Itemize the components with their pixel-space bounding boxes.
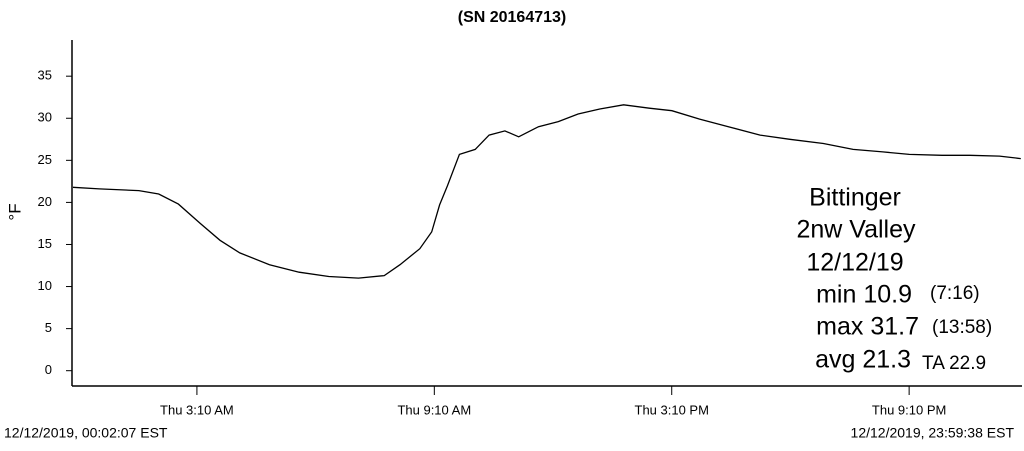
annotation-text: min 10.9 xyxy=(816,281,912,309)
annotation: Bittinger 2nw Valley 12/12/19 min 10.9 (… xyxy=(796,184,992,374)
x-tick-label: Thu 3:10 PM xyxy=(635,402,709,417)
y-tick-label: 10 xyxy=(38,278,52,293)
annotation-text: 12/12/19 xyxy=(806,249,903,277)
annotation-text: Bittinger xyxy=(809,184,901,212)
y-tick-label: 30 xyxy=(38,110,52,125)
end-label: 12/12/2019, 23:59:38 EST xyxy=(851,425,1015,441)
annotation-text: TA 22.9 xyxy=(922,353,986,374)
annotation-text: (13:58) xyxy=(932,317,992,338)
start-label: 12/12/2019, 00:02:07 EST xyxy=(4,425,168,441)
annotation-text: 2nw Valley xyxy=(796,216,916,244)
y-tick-label: 5 xyxy=(45,320,52,335)
x-tick-label: Thu 9:10 AM xyxy=(397,402,471,417)
x-tick-label: Thu 3:10 AM xyxy=(160,402,234,417)
y-tick-label: 35 xyxy=(38,68,52,83)
y-tick-label: 20 xyxy=(38,194,52,209)
annotation-text: (7:16) xyxy=(930,283,980,304)
y-axis-label: °F xyxy=(5,203,24,220)
data-line xyxy=(72,104,1021,279)
annotation-text: avg 21.3 xyxy=(815,346,911,374)
y-tick-label: 15 xyxy=(38,236,52,251)
y-tick-label: 0 xyxy=(45,362,52,377)
x-tick-label: Thu 9:10 PM xyxy=(872,402,946,417)
y-tick-label: 25 xyxy=(38,152,52,167)
chart-title: (SN 20164713) xyxy=(458,9,567,26)
annotation-text: max 31.7 xyxy=(816,313,919,341)
